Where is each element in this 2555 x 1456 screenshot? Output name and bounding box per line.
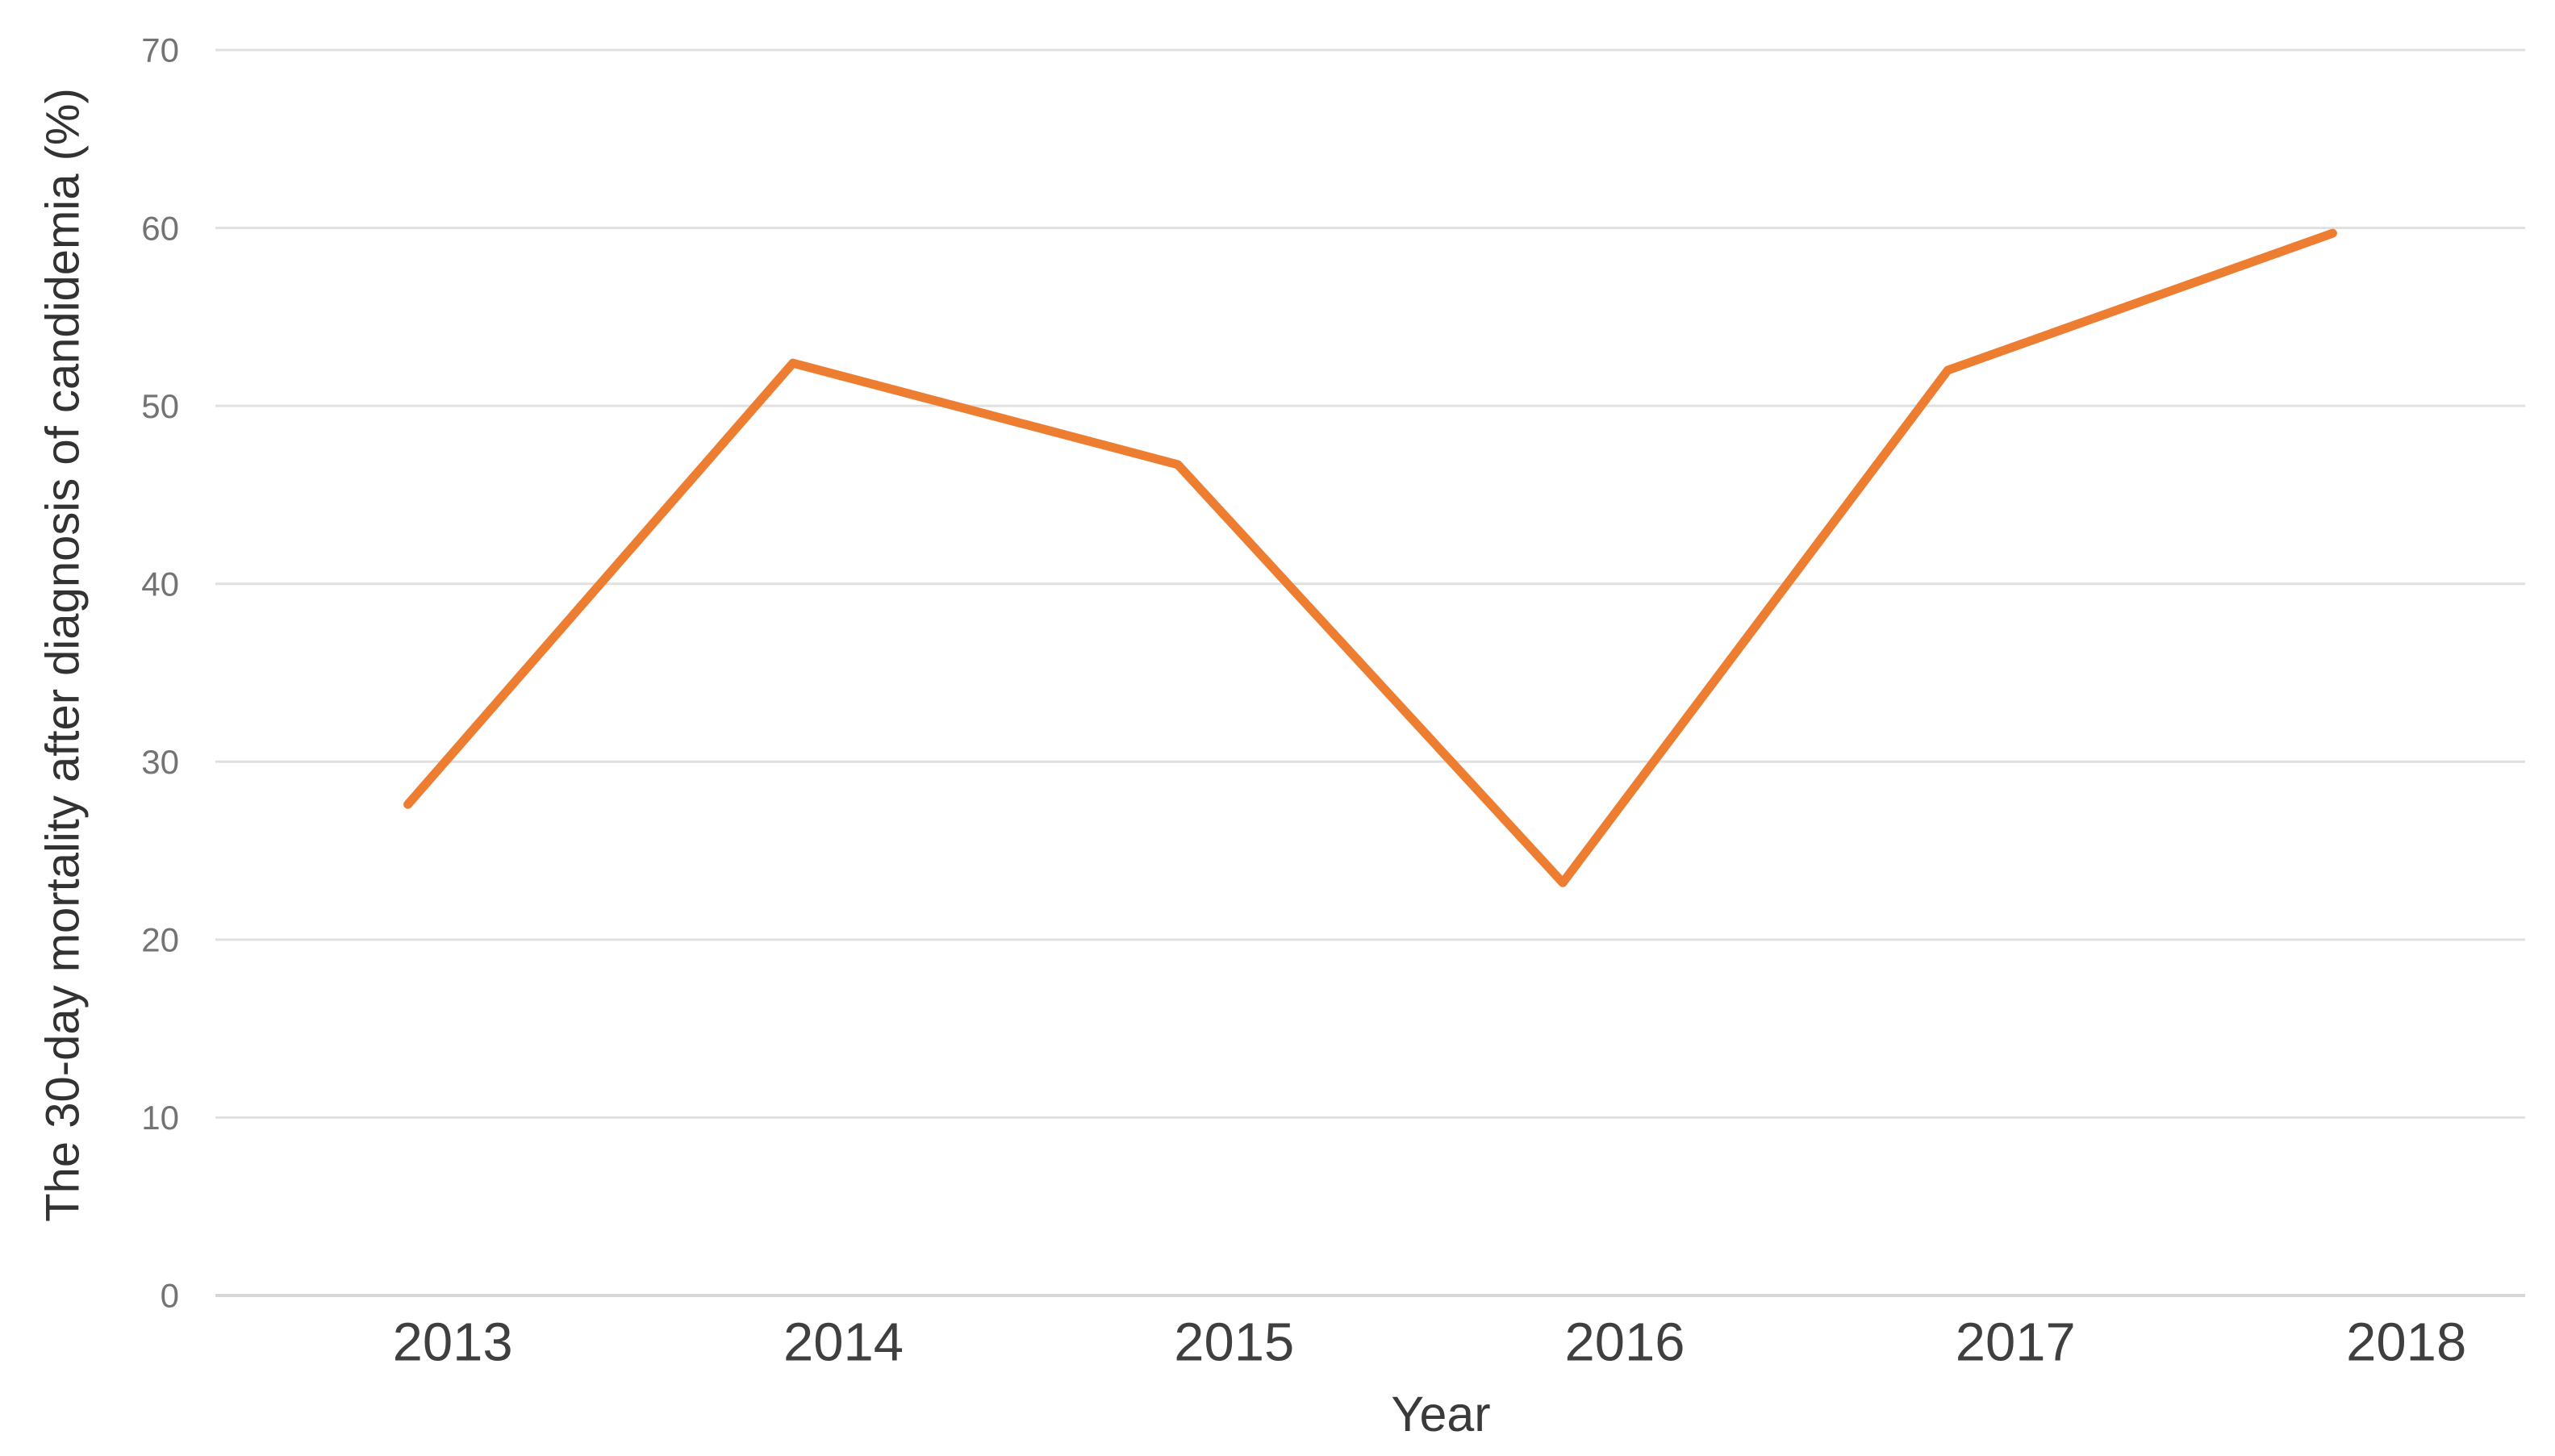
- x-tick-label: 2014: [783, 1312, 904, 1372]
- y-tick-label: 10: [141, 1099, 179, 1137]
- y-tick-label-group: 0 10 20 30 40 50 60 70: [141, 31, 179, 1315]
- y-tick-label: 60: [141, 209, 179, 247]
- x-tick-label: 2013: [393, 1312, 513, 1372]
- y-tick-label: 30: [141, 743, 179, 781]
- series-group: [403, 228, 2337, 887]
- y-tick-label: 70: [141, 31, 179, 69]
- y-tick-label: 50: [141, 387, 179, 425]
- x-tick-label: 2015: [1174, 1312, 1294, 1372]
- y-tick-label: 40: [141, 565, 179, 603]
- x-tick-label-group: 2013 2014 2015 2016 2017 2018: [393, 1312, 2467, 1372]
- y-tick-label: 0: [161, 1277, 179, 1315]
- x-axis-title: Year: [1391, 1387, 1491, 1441]
- mortality-data-line: [403, 228, 2337, 887]
- y-tick-label: 20: [141, 921, 179, 959]
- x-tick-label: 2016: [1564, 1312, 1685, 1372]
- y-axis-title: The 30-day mortality after diagnosis of …: [36, 88, 90, 1222]
- x-tick-label: 2018: [2346, 1312, 2466, 1372]
- x-tick-label: 2017: [1956, 1312, 2076, 1372]
